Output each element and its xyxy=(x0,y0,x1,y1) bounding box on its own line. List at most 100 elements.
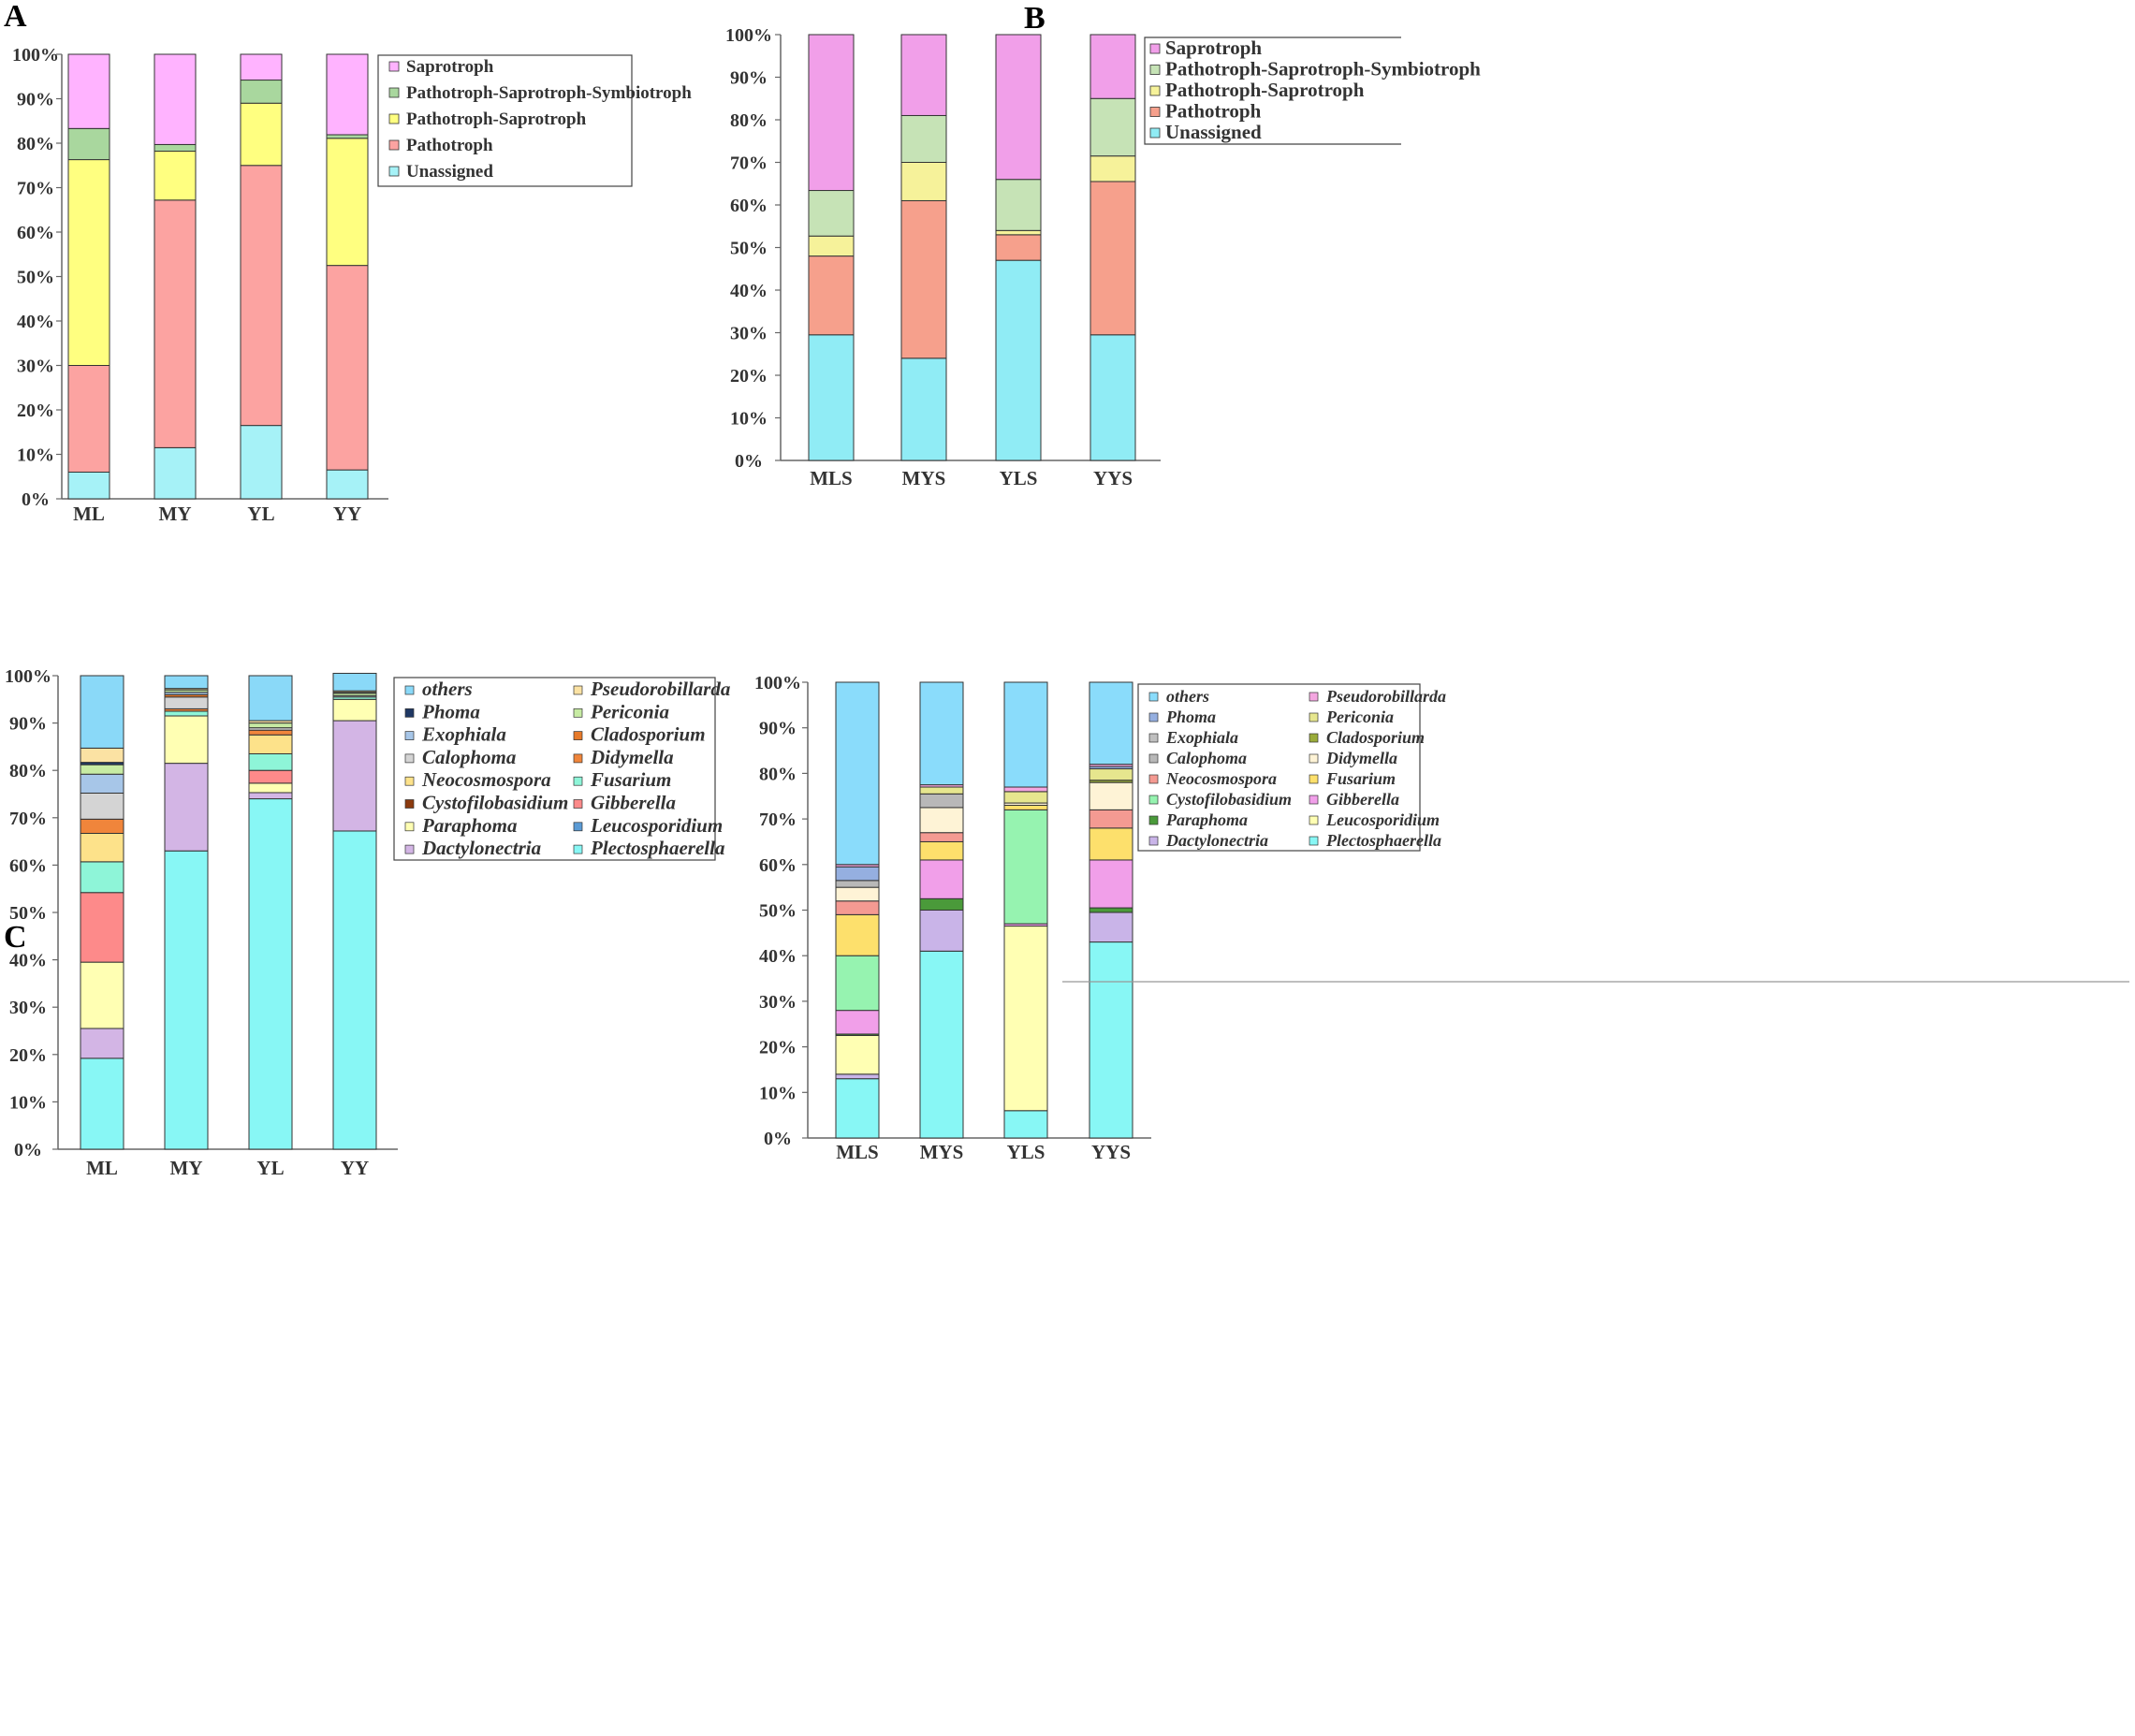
chart-c-xtick-ml: ML xyxy=(86,1157,118,1179)
chart-c-ytick-label: 90% xyxy=(9,714,47,735)
chart-d-segment-yls-plectosphaerella xyxy=(1003,1110,1048,1139)
chart-a-segment-yl-pathotroph-saprotroph xyxy=(240,102,283,167)
chart-d-legend-frame xyxy=(1137,683,1421,852)
chart-a-legend-swatch-saprotroph xyxy=(388,61,400,72)
chart-d-segment-yys-didymella xyxy=(1089,781,1133,810)
chart-d-legend-label-calophoma: Calophoma xyxy=(1166,749,1247,767)
chart-c-legend-swatch-cladosporium xyxy=(573,731,583,740)
chart-c-segment-yy-paraphoma xyxy=(332,698,377,722)
chart-b-segment-mls-unassigned xyxy=(808,334,855,461)
chart-d-legend-label-plectosphaerella: Plectosphaerella xyxy=(1325,831,1441,850)
chart-c-segment-yy-dactylonectria xyxy=(332,720,377,832)
chart-d-ytick-label: 50% xyxy=(759,901,797,922)
chart-c-segment-ml-calophoma xyxy=(80,792,124,820)
chart-b-ytick-label: 10% xyxy=(730,409,768,430)
chart-d-legend-swatch-paraphoma xyxy=(1148,815,1159,825)
chart-d-segment-yls-others xyxy=(1003,681,1048,788)
chart-a-legend-label-unassigned: Unassigned xyxy=(406,162,493,182)
chart-d-legend-swatch-neocosmospora xyxy=(1148,774,1159,784)
chart-a-xtick-ml: ML xyxy=(73,503,105,525)
chart-c-legend-label-leucosporidium: Leucosporidium xyxy=(590,814,723,837)
chart-c-legend-label-neocosmospora: Neocosmospora xyxy=(421,768,551,791)
chart-d-ytick-label: 80% xyxy=(759,764,797,784)
chart-d-segment-mys-periconia xyxy=(919,786,964,795)
chart-d-ytick-label: 0% xyxy=(764,1129,792,1149)
chart-d-ytick-label: 70% xyxy=(759,810,797,830)
chart-a-ytick-label: 30% xyxy=(17,357,54,377)
chart-b-segment-yys-saprotroph xyxy=(1089,34,1136,99)
chart-a-bar-ml xyxy=(67,53,110,500)
chart-c-segment-yl-gibberella xyxy=(248,769,293,784)
chart-c-segment-yy-others xyxy=(332,672,377,692)
chart-d-segment-yls-pseudorobillarda xyxy=(1003,786,1048,793)
chart-c-segment-yl-didymella xyxy=(248,729,293,736)
chart-b-ytick-label: 30% xyxy=(730,324,768,344)
chart-a-segment-ml-pathotroph xyxy=(67,365,110,473)
chart-d-segment-mls-plectosphaerella xyxy=(835,1078,880,1139)
panel-label-b: B xyxy=(1024,1,1046,36)
chart-a-segment-ml-pathotroph-saprotroph-symbiotroph xyxy=(67,127,110,161)
chart-a-xtick-my: MY xyxy=(159,503,192,525)
chart-b-legend-label-pathotroph-saprotroph: Pathotroph-Saprotroph xyxy=(1165,79,1365,101)
chart-c-legend-swatch-phoma xyxy=(404,708,415,718)
chart-a-xtick-yl: YL xyxy=(247,503,274,525)
chart-c-segment-my-others xyxy=(164,675,209,690)
chart-b-segment-mys-pathotroph-saprotroph xyxy=(900,162,947,201)
chart-d-segment-mls-dactylonectria xyxy=(835,1073,880,1080)
chart-d-legend-swatch-plectosphaerella xyxy=(1309,836,1319,846)
chart-d-segment-mys-fusarium xyxy=(919,840,964,861)
chart-d-segment-yls-cystofilobasidium xyxy=(1003,809,1048,925)
chart-b-ytick-label: 80% xyxy=(730,110,768,131)
chart-d-segment-yys-gibberella xyxy=(1089,859,1133,909)
chart-a-xtick-yy: YY xyxy=(333,503,361,525)
chart-a-legend-swatch-pathotroph-saprotroph-symbiotroph xyxy=(388,87,400,98)
chart-b-ytick-label: 90% xyxy=(730,68,768,89)
chart-d-legend-label-cladosporium: Cladosporium xyxy=(1326,728,1425,747)
chart-b-ytick-label: 40% xyxy=(730,281,768,301)
chart-c-legend-swatch-calophoma xyxy=(404,753,415,764)
chart-d-segment-mys-paraphoma xyxy=(919,897,964,912)
chart-d-legend-swatch-cystofilobasidium xyxy=(1148,795,1159,805)
chart-c-legend-swatch-pseudorobillarda xyxy=(573,685,583,695)
chart-a-bar-my xyxy=(154,53,197,500)
chart-a-segment-yl-saprotroph xyxy=(240,53,283,81)
chart-d-segment-mls-didymella xyxy=(835,886,880,902)
chart-d-bar-yys xyxy=(1089,681,1133,1139)
chart-a: 0% 10% 20% 30% 40% 50% 60% 70% 80% 90% 100% ML MY YL Y… xyxy=(12,45,692,525)
chart-c-legend-label-calophoma: Calophoma xyxy=(422,746,516,768)
chart-a-segment-ml-unassigned xyxy=(67,472,110,500)
chart-d-xtick-mls: MLS xyxy=(836,1141,879,1163)
chart-d-legend-label-cystofilobasidium: Cystofilobasidium xyxy=(1166,790,1292,809)
chart-d-legend-label-neocosmospora: Neocosmospora xyxy=(1165,769,1277,788)
chart-d-legend-label-gibberella: Gibberella xyxy=(1326,790,1399,809)
chart-d-legend-swatch-leucosporidium xyxy=(1309,815,1319,825)
chart-b-segment-mls-pathotroph xyxy=(808,255,855,336)
chart-a-segment-my-saprotroph xyxy=(154,53,197,145)
chart-a-segment-yy-pathotroph-saprotroph-symbiotroph xyxy=(326,134,369,139)
chart-c-ytick-label: 10% xyxy=(9,1092,47,1113)
chart-d-legend-label-paraphoma: Paraphoma xyxy=(1165,810,1248,829)
chart-c-legend-swatch-fusarium xyxy=(573,776,583,786)
chart-c-legend-label-cladosporium: Cladosporium xyxy=(591,723,706,746)
chart-c-ytick-label: 20% xyxy=(9,1045,47,1066)
chart-d-ytick-label: 100% xyxy=(754,673,801,693)
chart-c-ytick-label: 80% xyxy=(9,761,47,781)
chart-c-legend-label-gibberella: Gibberella xyxy=(591,792,676,814)
chart-d-legend-swatch-pseudorobillarda xyxy=(1309,692,1319,702)
chart-a-segment-yy-pathotroph-saprotroph xyxy=(326,138,369,267)
chart-d-legend-swatch-gibberella xyxy=(1309,795,1319,805)
chart-c-ytick-label: 50% xyxy=(9,903,47,924)
chart-d-ytick-label: 10% xyxy=(759,1083,797,1103)
chart-d-legend-label-didymella: Didymella xyxy=(1325,749,1397,767)
chart-d-ytick-label: 60% xyxy=(759,855,797,876)
chart-c-legend-label-didymella: Didymella xyxy=(590,746,674,768)
chart-d-legend-label-phoma: Phoma xyxy=(1165,708,1216,726)
chart-c-segment-my-plectosphaerella xyxy=(164,850,209,1150)
chart-d-segment-mys-dactylonectria xyxy=(919,910,964,952)
chart-a-ytick-label: 40% xyxy=(17,312,54,332)
chart-a-ytick-label: 20% xyxy=(17,401,54,421)
chart-d-legend-label-others: others xyxy=(1166,687,1209,706)
chart-c-segment-my-dactylonectria xyxy=(164,763,209,852)
chart-b-legend-swatch-saprotroph xyxy=(1149,43,1161,54)
chart-c-segment-yl-fusarium xyxy=(248,752,293,771)
